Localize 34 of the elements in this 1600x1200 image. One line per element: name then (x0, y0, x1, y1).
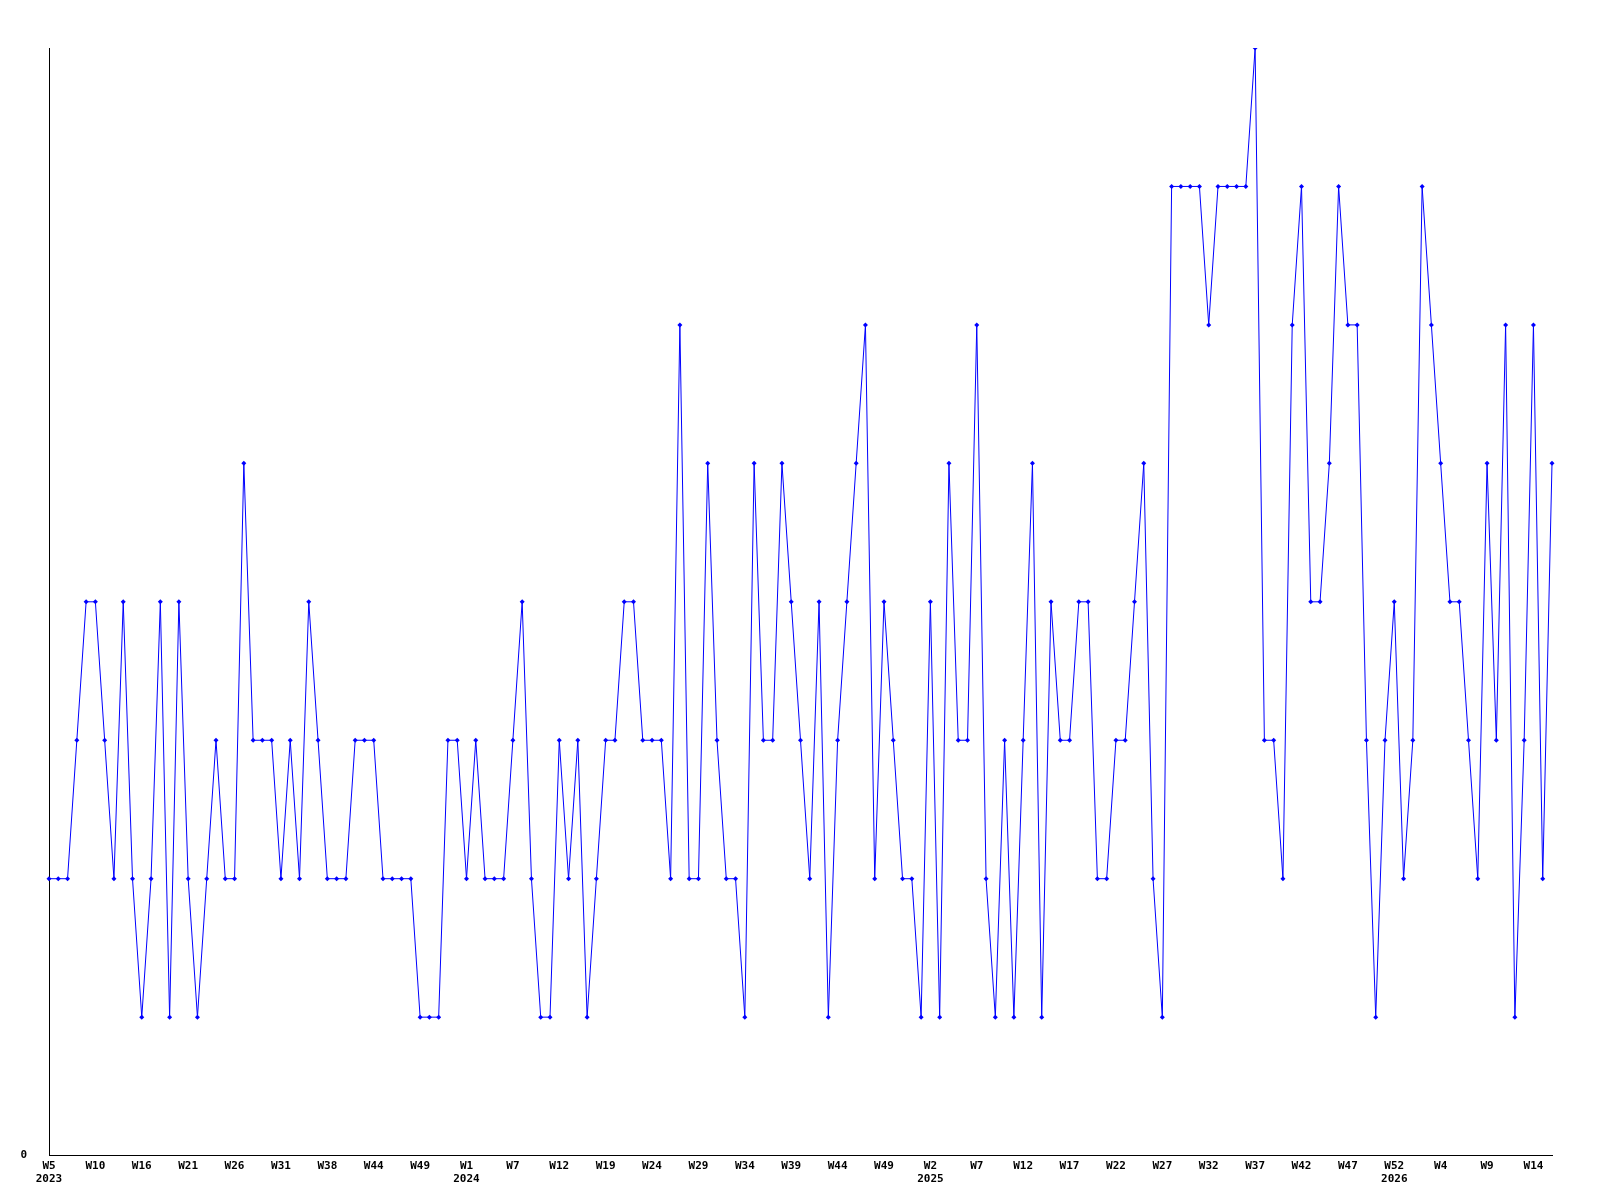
x-tick-label: W1 2024 (453, 1159, 481, 1186)
x-tick-label: W27 (1152, 1159, 1173, 1173)
x-tick-label: W19 (595, 1159, 616, 1173)
x-tick-label: W42 (1291, 1159, 1312, 1173)
x-tick-label: W10 (85, 1159, 106, 1173)
x-tick-label: W31 (271, 1159, 292, 1173)
x-tick-label: W37 (1245, 1159, 1266, 1173)
x-tick-label: W7 (970, 1159, 984, 1173)
x-tick-label: W29 (688, 1159, 709, 1173)
x-tick-label: W26 (224, 1159, 245, 1173)
x-tick-label: W21 (178, 1159, 199, 1173)
x-tick-label: W4 (1434, 1159, 1448, 1173)
x-tick-label: W16 (131, 1159, 153, 1173)
x-tick-label: W2 2025 (917, 1159, 944, 1186)
x-tick-label: W5 2023 (35, 1159, 63, 1186)
x-tick-label: W9 (1480, 1159, 1494, 1173)
x-tick-label: W38 (317, 1159, 338, 1173)
x-tick-label: W49 (410, 1159, 431, 1173)
x-tick-label: W22 (1106, 1159, 1126, 1173)
x-tick-label: W12 (549, 1159, 570, 1173)
x-tick-label: W34 (734, 1159, 756, 1173)
x-tick-label: W52 2026 (1381, 1159, 1408, 1186)
x-tick-label: W7 (506, 1159, 520, 1173)
x-tick-label: W17 (1059, 1159, 1080, 1173)
x-tick-label: W44 (363, 1159, 385, 1173)
x-tick-label: W47 (1337, 1159, 1358, 1173)
x-tick-label: W24 (642, 1159, 663, 1173)
text: 0 (20, 1148, 27, 1162)
x-tick-label: W14 (1523, 1159, 1544, 1173)
x-tick-label: W44 (827, 1159, 848, 1173)
x-tick-label: W32 (1198, 1159, 1219, 1173)
x-tick-label: W49 (874, 1159, 894, 1173)
x-tick-label: W12 (1013, 1159, 1034, 1173)
x-tick-label: W39 (781, 1159, 802, 1173)
